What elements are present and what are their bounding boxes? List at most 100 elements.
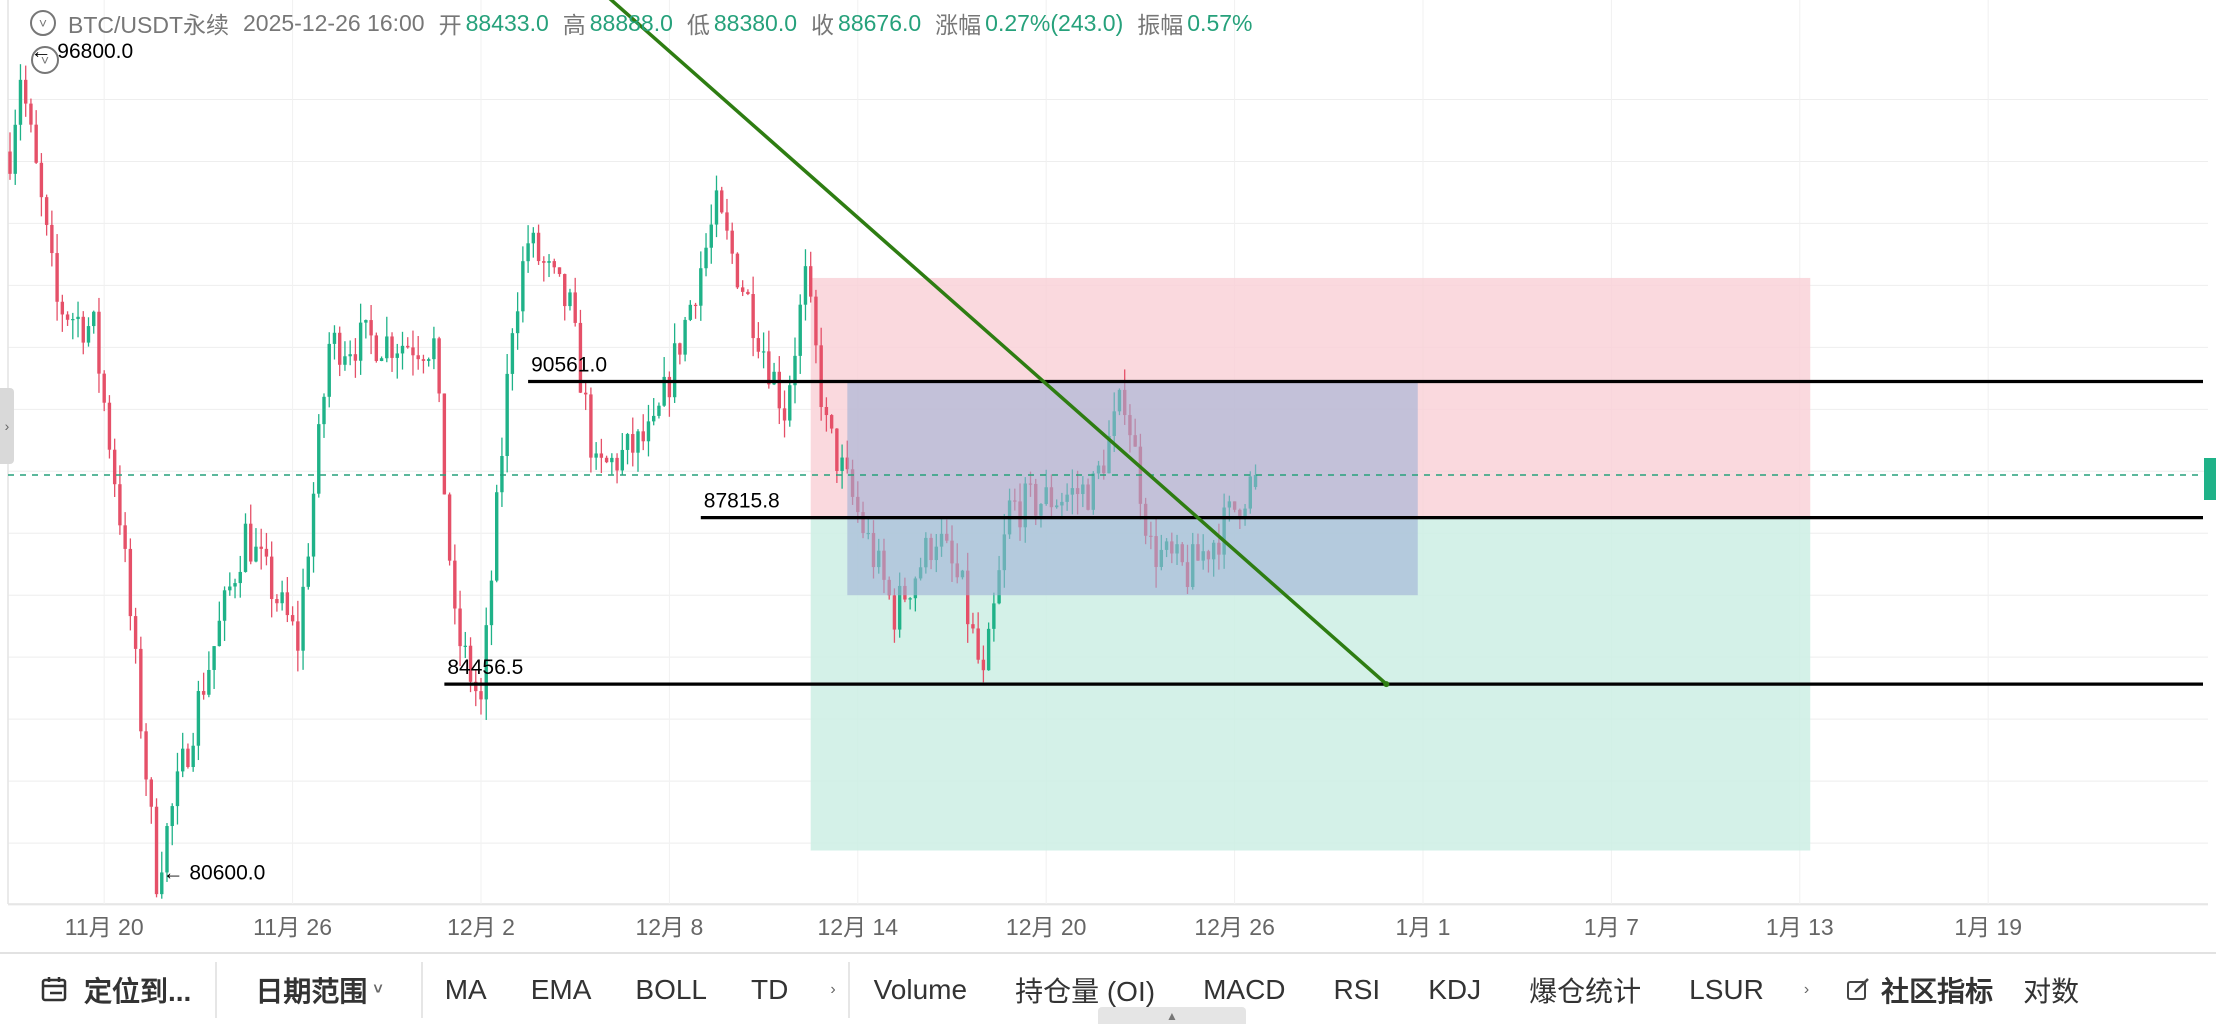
candle-body [442,393,447,495]
community-indicators-button[interactable]: 社区指标 [1831,954,2017,1026]
candle-body [897,585,902,630]
ohlc-header: ˅ BTC/USDT永续 2025-12-26 16:00 开 88433.0 … [30,6,1252,40]
candle-body [123,525,127,549]
log-scale-toggle[interactable]: 对数 [2017,954,2089,1026]
candle-body [798,304,802,356]
sub-indicator-button-5[interactable]: 爆仓统计 [1505,954,1665,1026]
candle-body [332,332,337,344]
candle-body [390,336,394,358]
candle-body [259,546,263,549]
low-value: 88380.0 [713,9,798,36]
candle-body [819,345,823,408]
price-scale-handle[interactable] [2204,458,2216,500]
level-label: 90561.0 [531,354,607,377]
toolbar-divider [847,962,850,1018]
candle-body [521,261,525,312]
candle-body [835,428,839,471]
toolbar-collapse-tab[interactable]: ▲ [1098,1007,1246,1024]
datetime: 2025-12-26 16:00 [243,9,425,36]
candle-body [740,287,745,292]
candle-body [139,648,143,732]
candle-body [18,79,23,125]
sub-indicator-button-label: LSUR [1689,974,1764,1005]
candle-body [479,691,483,700]
indicator-button-0[interactable]: MA [423,954,509,1026]
candle-body [290,615,295,622]
low-label: 低 [686,12,710,38]
candle-body [400,345,405,354]
high-label: 高 [562,12,586,38]
candle-body [515,311,520,334]
candle-body [693,304,698,307]
sub-indicator-button-0[interactable]: Volume [850,954,991,1026]
candle-body [181,748,185,772]
candle-body [688,304,693,320]
candle-body [782,408,787,421]
date-range-label: 日期范围 [255,976,368,1007]
candle-body [631,434,635,453]
candle-body [306,556,310,587]
candle-body [761,351,766,353]
candle-body [348,354,352,357]
candle-body [13,124,17,174]
locate-button[interactable]: 定位到... [0,954,215,1026]
calendar-locate-icon [41,977,67,1002]
candle-body [678,343,682,355]
sub-indicators-more-button[interactable]: › [1788,954,1831,1026]
candle-body [672,343,677,398]
candle-body [317,424,321,494]
candle-body [191,745,195,768]
time-axis: 11月 20 11月 26 12月 2 12月 8 12月 14 12月 20 12月 26… [65,914,2022,940]
trend-line[interactable] [575,0,1388,686]
caret-up-icon: ▲ [1166,1008,1178,1023]
candle-body [751,294,755,339]
indicator-button-3[interactable]: TD [729,954,810,1026]
candle-body [343,356,347,365]
indicators-more-button[interactable]: › [810,954,847,1026]
date-range-button[interactable]: 日期范围 ˅ [217,954,420,1026]
sub-indicator-button-3[interactable]: RSI [1310,954,1405,1026]
candle-body [652,415,656,422]
candle-body [285,592,290,616]
candle-body [264,548,269,557]
candle-body [353,354,358,361]
sub-indicator-button-2[interactable]: MACD [1179,954,1309,1026]
sub-indicator-button-4[interactable]: KDJ [1404,954,1505,1026]
candle-body [364,320,368,323]
candle-body [662,376,666,406]
candle-body [311,493,316,557]
candle-body [212,646,216,670]
candle-body [24,79,28,104]
sidebar-expand-handle[interactable]: › [0,388,14,464]
range-box[interactable] [847,381,1418,596]
candle-body [625,434,630,450]
candle-body [437,338,441,394]
sub-indicator-button-6[interactable]: LSUR [1665,954,1788,1026]
candle-body [322,396,326,425]
sub-indicator-group: Volume 持仓量 (OI) MACD RSI KDJ 爆仓统计 LSUR [850,954,1788,1026]
sub-indicator-button-label: 爆仓统计 [1529,976,1642,1007]
chevron-down-circle-icon[interactable]: ˅ [30,10,56,36]
candle-body [986,628,991,671]
candle-body [44,197,49,225]
indicator-button-1[interactable]: EMA [509,954,614,1026]
trend-line-anchor[interactable] [1383,681,1390,688]
sub-indicator-button-1[interactable]: 持仓量 (OI) [991,954,1179,1026]
candle-body [379,358,384,361]
time-tick-label: 11月 20 [65,914,144,940]
candle-body [641,431,645,442]
chevron-down-circle-icon[interactable]: ˅ [31,46,59,74]
candle-body [447,494,452,561]
indicator-button-2[interactable]: BOLL [613,954,729,1026]
candle-body [254,546,258,562]
candle-body [34,124,38,163]
time-tick-label: 1月 7 [1584,914,1639,940]
candle-body [788,385,792,421]
candle-body [102,373,106,403]
sub-indicator-button-label: MACD [1203,974,1286,1005]
amplitude-value: 0.57% [1187,9,1253,36]
sub-indicator-button-label: Volume [873,974,968,1005]
candle-body [966,570,970,625]
